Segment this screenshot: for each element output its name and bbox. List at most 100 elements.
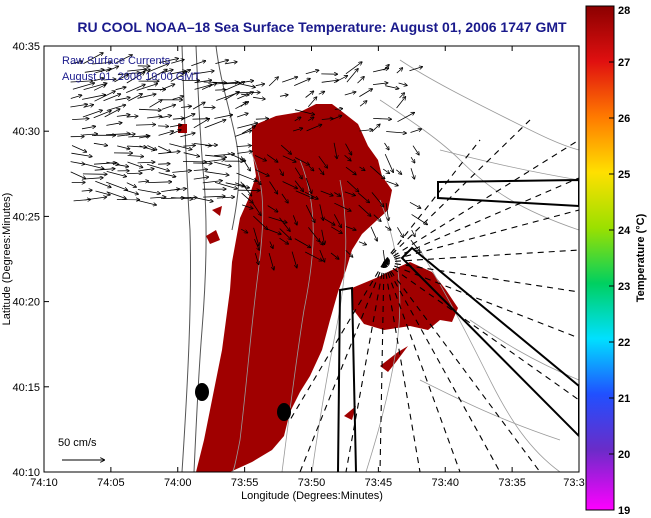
current-vector <box>396 68 403 74</box>
current-vector <box>321 229 325 244</box>
current-vector <box>215 60 228 64</box>
current-vector <box>254 155 266 161</box>
radar-dashed-lines <box>289 119 579 472</box>
current-vector <box>136 199 156 205</box>
current-vector <box>237 151 252 153</box>
current-vector <box>72 119 88 120</box>
current-vector <box>399 93 405 99</box>
current-vector <box>318 155 328 168</box>
current-vector <box>126 116 138 117</box>
current-vector <box>146 163 169 171</box>
current-vector <box>193 170 208 171</box>
y-axis: 40:35 40:30 40:25 40:20 40:15 40:10 <box>12 41 49 479</box>
current-vector <box>181 114 195 120</box>
current-vector <box>147 116 161 118</box>
current-vector <box>411 229 415 236</box>
current-vector <box>307 97 316 108</box>
current-vector <box>103 79 116 80</box>
current-vector <box>84 163 103 169</box>
current-vector <box>150 197 165 198</box>
current-vector <box>158 152 179 155</box>
current-vector <box>254 178 261 184</box>
current-vector <box>292 215 297 224</box>
colorbar-label: Temperature (°C) <box>635 213 647 302</box>
current-vector <box>137 189 160 194</box>
colorbar-tick-label: 28 <box>618 5 630 17</box>
current-vector <box>359 101 367 107</box>
current-vector <box>240 156 250 170</box>
current-vector <box>182 161 206 162</box>
current-vector <box>294 167 302 179</box>
current-vector <box>137 162 155 163</box>
current-vector <box>305 251 322 261</box>
current-vector <box>295 190 313 198</box>
current-vector <box>106 161 118 164</box>
current-vector <box>139 136 150 138</box>
current-vector <box>267 205 278 212</box>
current-vector <box>397 113 415 123</box>
current-vector <box>126 85 145 93</box>
current-vector <box>320 190 333 196</box>
current-vector <box>321 80 339 83</box>
current-vector <box>308 227 319 241</box>
current-vector <box>159 59 178 64</box>
x-tick-label: 74:05 <box>97 477 125 489</box>
current-vector <box>331 116 342 121</box>
current-vector <box>294 109 314 115</box>
current-vector <box>294 180 303 192</box>
current-vector <box>330 226 342 233</box>
y-tick-label: 40:15 <box>12 382 40 394</box>
current-vector <box>409 201 421 208</box>
current-vector <box>359 166 365 170</box>
current-vector <box>70 61 82 65</box>
current-vector <box>126 72 145 84</box>
current-vector <box>94 169 115 171</box>
current-vector <box>382 168 389 173</box>
current-vector <box>241 204 253 209</box>
box-east <box>437 178 579 208</box>
current-vector <box>169 189 186 191</box>
bathymetry-contours <box>231 59 579 472</box>
current-vector <box>330 252 339 259</box>
current-vector <box>138 109 161 110</box>
current-vector <box>254 238 260 250</box>
current-vector <box>333 142 337 159</box>
current-vector <box>95 190 110 195</box>
sst-plume-east <box>352 262 458 330</box>
current-vector <box>205 145 217 146</box>
current-vector <box>136 84 158 91</box>
current-vector <box>106 181 127 190</box>
current-vector <box>137 94 156 99</box>
current-vector <box>280 144 291 154</box>
colorbar-tick-label: 24 <box>618 225 631 237</box>
current-vector <box>373 68 388 73</box>
current-vector <box>269 241 273 249</box>
current-vector <box>127 173 142 174</box>
colorbar <box>585 5 615 511</box>
current-vector <box>213 161 231 166</box>
current-vector <box>384 226 391 230</box>
current-vector <box>334 192 340 197</box>
current-vector <box>318 167 324 174</box>
current-vector <box>81 126 95 130</box>
current-vector <box>281 193 288 203</box>
current-vector <box>214 115 232 119</box>
current-vector <box>149 100 162 108</box>
current-vector <box>396 169 401 174</box>
current-vector <box>305 177 312 193</box>
current-vector <box>370 226 377 241</box>
box-diagonal <box>400 246 579 438</box>
current-vector <box>236 172 257 181</box>
current-vector <box>127 161 143 167</box>
current-vector <box>371 192 384 206</box>
current-vector <box>193 196 212 201</box>
current-vector <box>106 171 126 176</box>
current-vector <box>291 251 297 268</box>
current-vector <box>172 96 184 100</box>
x-tick-label: 73:40 <box>431 477 459 489</box>
current-vector <box>396 97 406 109</box>
current-vector <box>115 98 130 101</box>
current-vector <box>70 171 86 179</box>
current-vector <box>94 91 116 102</box>
